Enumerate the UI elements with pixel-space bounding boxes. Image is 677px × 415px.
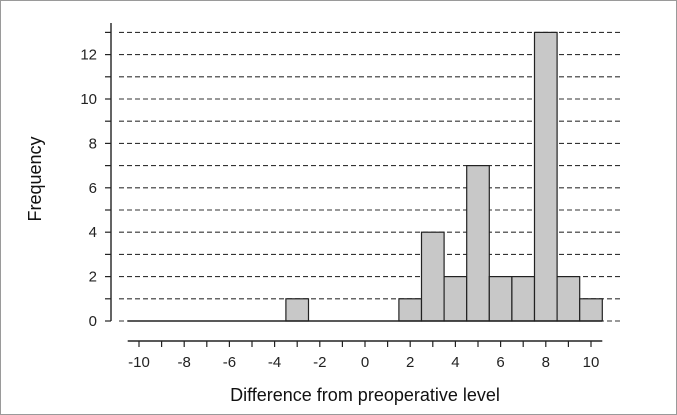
histogram-bars bbox=[285, 31, 603, 322]
x-tick-label: -4 bbox=[268, 354, 281, 371]
histogram-bar bbox=[488, 276, 513, 322]
y-tick-label: 0 bbox=[89, 313, 97, 330]
histogram-bar bbox=[579, 298, 603, 322]
x-tick-label: 0 bbox=[361, 354, 369, 371]
x-tick-label: 4 bbox=[451, 354, 459, 371]
y-tick-labels: 0 2 4 6 8 10 12 bbox=[80, 47, 97, 330]
histogram-bar bbox=[511, 276, 536, 322]
x-axis-title: Difference from preoperative level bbox=[230, 385, 500, 405]
y-tick-label: 2 bbox=[89, 269, 97, 286]
axes bbox=[105, 23, 603, 347]
x-tick-label: 10 bbox=[583, 354, 600, 371]
histogram-bar bbox=[533, 31, 558, 322]
x-tick-label: -8 bbox=[178, 354, 191, 371]
y-tick-label: 8 bbox=[89, 135, 97, 152]
x-tick-label: 2 bbox=[406, 354, 414, 371]
y-tick-label: 4 bbox=[89, 224, 97, 241]
x-tick-label: -6 bbox=[223, 354, 236, 371]
x-tick-label: 6 bbox=[496, 354, 504, 371]
y-tick-label: 6 bbox=[89, 180, 97, 197]
x-tick-labels: -10 -8 -6 -4 -2 0 2 4 6 8 10 bbox=[128, 354, 599, 371]
histogram-bar bbox=[466, 165, 490, 322]
y-tick-label: 10 bbox=[80, 91, 97, 108]
y-axis-title: Frequency bbox=[25, 136, 45, 221]
histogram-bar bbox=[420, 231, 445, 322]
x-tick-label: -10 bbox=[128, 354, 150, 371]
histogram-bar bbox=[556, 276, 581, 322]
histogram-bar bbox=[398, 298, 423, 322]
x-tick-label: -2 bbox=[313, 354, 326, 371]
x-tick-label: 8 bbox=[542, 354, 550, 371]
y-tick-label: 12 bbox=[80, 47, 97, 64]
histogram-bar bbox=[285, 298, 310, 322]
histogram-bar bbox=[443, 276, 468, 322]
